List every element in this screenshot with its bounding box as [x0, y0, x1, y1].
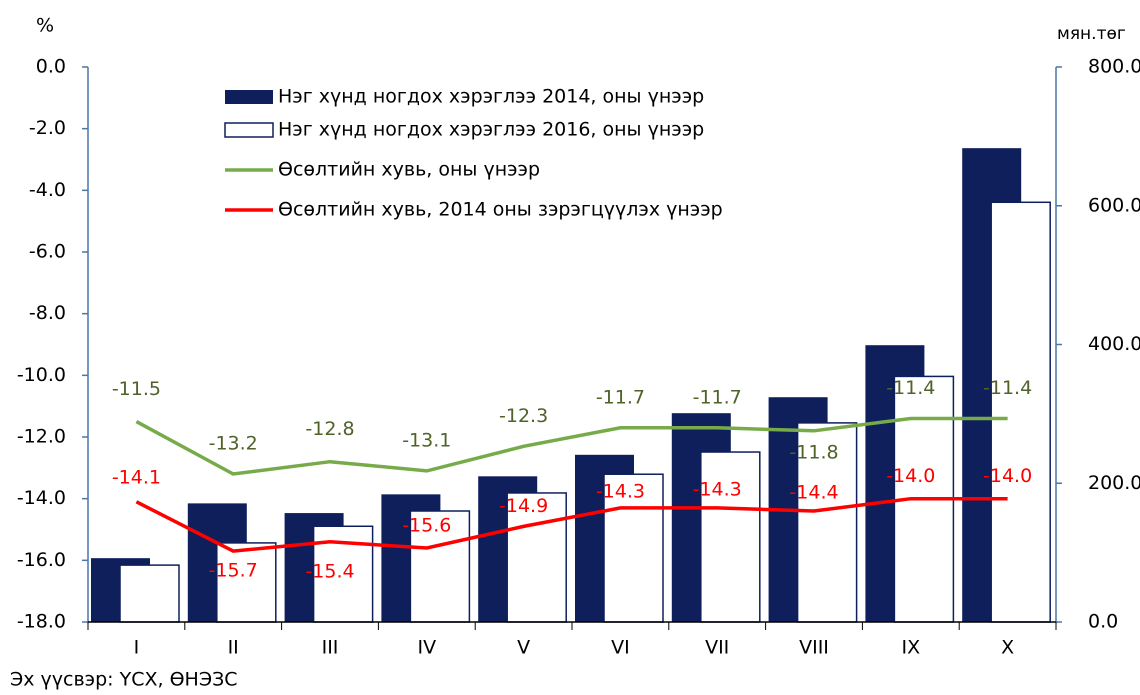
y-tick-label: -12.0	[17, 426, 66, 448]
bar	[216, 542, 277, 623]
y2-tick-label: 600.0	[1088, 194, 1140, 216]
y2-tick-label: 200.0	[1088, 472, 1140, 494]
data-label: -13.2	[209, 433, 258, 455]
legend-label: Өсөлтийн хувь, оны үнээр	[278, 159, 540, 181]
y2-axis-title: мян.төг	[1057, 24, 1126, 44]
x-tick-label: VII	[705, 637, 729, 659]
data-label: -11.7	[693, 386, 742, 408]
y-tick-label: -2.0	[29, 117, 66, 139]
data-label: -14.1	[112, 466, 161, 488]
y2-tick-label: 800.0	[1088, 56, 1140, 78]
data-label: -12.3	[499, 405, 548, 427]
x-tick-label: V	[517, 637, 530, 659]
y-tick-label: -18.0	[17, 611, 66, 633]
y-tick-label: -16.0	[17, 549, 66, 571]
data-label: -11.4	[983, 377, 1032, 399]
data-label: -14.0	[886, 465, 935, 487]
legend-swatch	[225, 90, 273, 104]
x-tick-label: II	[228, 637, 239, 659]
data-label: -14.9	[499, 495, 548, 517]
bar	[506, 492, 567, 623]
data-label: -11.5	[112, 378, 161, 400]
data-label: -12.8	[305, 418, 354, 440]
bar	[990, 201, 1051, 623]
legend-label: Нэг хүнд ногдох хэрэглээ 2016, оны үнээр	[278, 119, 704, 141]
legend-label: Нэг хүнд ногдох хэрэглээ 2014, оны үнээр	[278, 86, 704, 108]
y-tick-label: -8.0	[29, 302, 66, 324]
line	[135, 416, 1008, 476]
data-label: -14.0	[983, 465, 1032, 487]
y-tick-label: -10.0	[17, 364, 66, 386]
data-label: -14.4	[789, 482, 838, 504]
x-tick-label: IV	[417, 637, 436, 659]
data-label: -11.8	[789, 441, 838, 463]
line	[135, 496, 1008, 553]
y-tick-label: -6.0	[29, 241, 66, 263]
x-tick-label: X	[1001, 637, 1014, 659]
y2-tick-label: 0.0	[1088, 611, 1118, 633]
y-tick-label: -14.0	[17, 487, 66, 509]
data-label: -15.4	[305, 560, 354, 582]
data-label: -14.3	[693, 478, 742, 500]
y-tick-label: -4.0	[29, 179, 66, 201]
data-label: -11.7	[596, 386, 645, 408]
data-label: -15.6	[402, 515, 451, 537]
source: Эх үүсвэр: ҮСХ, ӨНЭЗС	[10, 669, 238, 691]
bar	[796, 422, 858, 623]
y-tick-label: 0.0	[36, 56, 66, 78]
x-tick-label: III	[322, 637, 339, 659]
data-label: -11.4	[886, 377, 935, 399]
y-axis-title: %	[36, 15, 54, 37]
bar	[700, 451, 761, 623]
data-label: -13.1	[402, 429, 451, 451]
x-tick-label: VI	[611, 637, 630, 659]
x-tick-label: I	[134, 637, 140, 659]
legend-label: Өсөлтийн хувь, 2014 оны зэрэгцүүлэх үнээ…	[278, 199, 723, 221]
data-label: -14.3	[596, 480, 645, 502]
data-label: -15.7	[209, 560, 258, 582]
x-tick-label: VIII	[799, 637, 829, 659]
bar	[409, 510, 471, 623]
legend-swatch	[224, 122, 274, 138]
x-tick-label: IX	[901, 637, 920, 659]
y2-tick-label: 400.0	[1088, 333, 1140, 355]
bar	[119, 564, 180, 623]
